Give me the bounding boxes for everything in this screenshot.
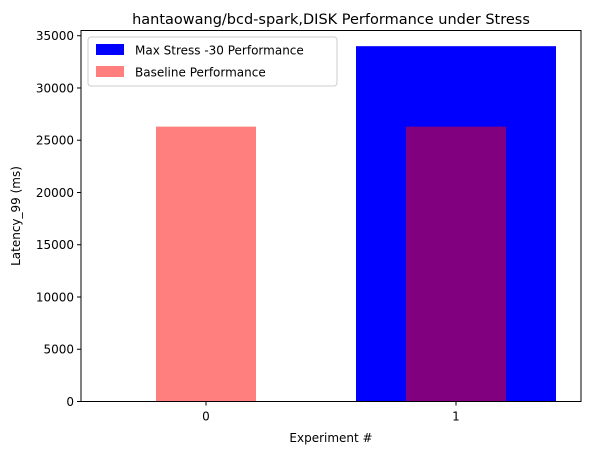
plot-frame bbox=[80, 30, 582, 402]
y-tick-label: 30000 bbox=[36, 81, 74, 95]
y-tick-label: 0 bbox=[66, 395, 74, 409]
legend-box bbox=[87, 36, 338, 87]
y-tick-label: 20000 bbox=[36, 186, 74, 200]
legend-swatch-max-stress bbox=[96, 44, 124, 55]
bar-series-1-cat-1 bbox=[406, 126, 506, 402]
y-tick-label: 35000 bbox=[36, 29, 74, 43]
y-tick-label: 10000 bbox=[36, 290, 74, 304]
legend: Max Stress -30 Performance Baseline Perf… bbox=[87, 36, 338, 87]
bar-series-1-cat-0 bbox=[156, 126, 256, 402]
y-tick-label: 15000 bbox=[36, 238, 74, 252]
legend-label-max-stress: Max Stress -30 Performance bbox=[135, 44, 304, 58]
y-tick-label: 5000 bbox=[43, 343, 74, 357]
y-axis-label: Latency_99 (ms) bbox=[9, 166, 23, 266]
y-axis: 0 5000 10000 15000 20000 25000 30000 35000 bbox=[36, 29, 81, 409]
legend-label-baseline: Baseline Performance bbox=[135, 66, 266, 80]
x-tick-label: 0 bbox=[202, 410, 210, 424]
bars-layer bbox=[156, 46, 556, 402]
legend-swatch-baseline bbox=[96, 66, 124, 77]
y-tick-label: 25000 bbox=[36, 134, 74, 148]
x-tick-label: 1 bbox=[452, 410, 460, 424]
chart-title: hantaowang/bcd-spark,DISK Performance un… bbox=[132, 12, 530, 28]
x-axis-label: Experiment # bbox=[289, 431, 372, 445]
